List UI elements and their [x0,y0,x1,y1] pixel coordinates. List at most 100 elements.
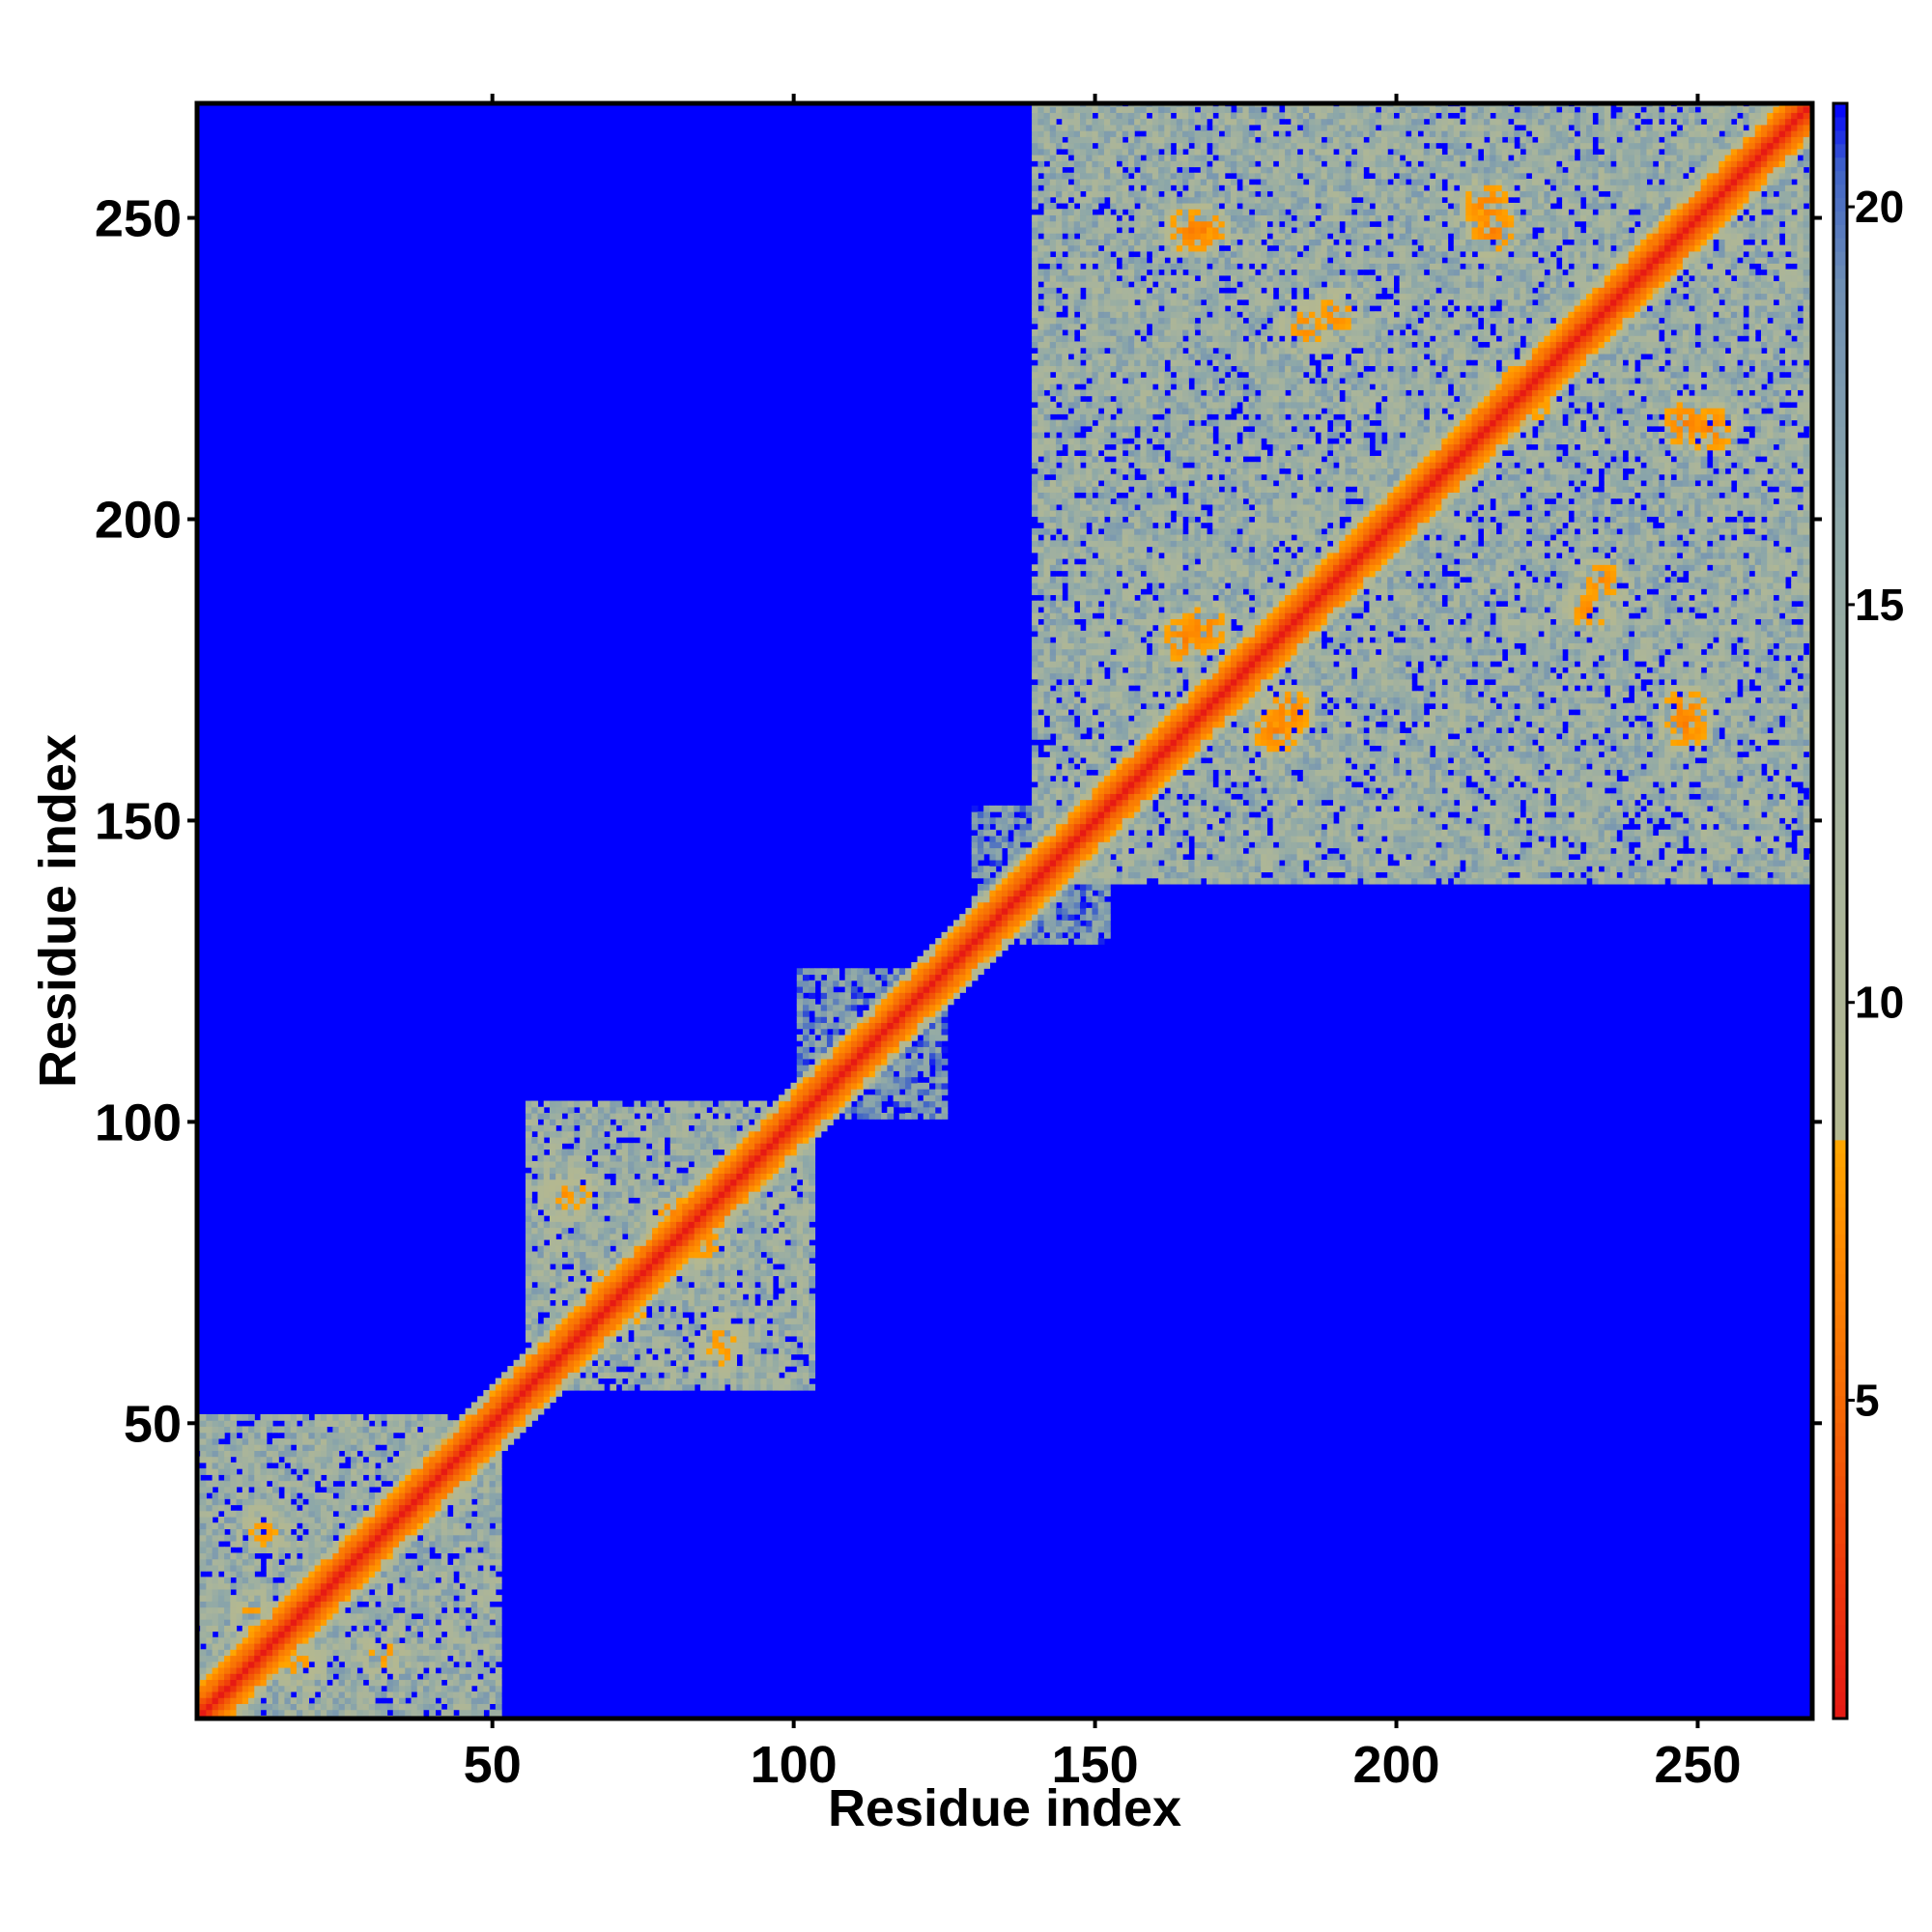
heatmap-cell [290,1420,298,1428]
heatmap-cell [416,1444,424,1451]
heatmap-cell [483,1420,491,1428]
heatmap-cell [803,1076,810,1084]
heatmap-cell [422,1558,430,1566]
heatmap-cell [362,1577,370,1584]
heatmap-cell [610,1143,617,1151]
heatmap-cell [706,1245,714,1253]
heatmap-cell [272,1522,279,1530]
heatmap-cell [320,1631,327,1638]
heatmap-cell [772,1179,780,1186]
heatmap-cell [435,1492,442,1499]
heatmap-cell [416,1480,424,1488]
heatmap-cell [200,1649,207,1657]
heatmap-cell [526,1263,532,1270]
heatmap-cell [790,1100,798,1108]
heatmap-cell [386,1564,394,1572]
heatmap-cell [628,1203,635,1210]
heatmap-cell [320,1426,327,1434]
heatmap-cell [615,1113,623,1120]
heatmap-cell [224,1420,231,1428]
heatmap-cell [803,1221,810,1229]
heatmap-cell [411,1420,418,1428]
heatmap-cell [730,1191,737,1198]
heatmap-cell [555,1383,563,1391]
heatmap-cell [573,1191,581,1198]
heatmap-cell [857,980,864,987]
heatmap-cell [803,1208,810,1216]
heatmap-cell [874,1040,882,1047]
heatmap-cell [422,1444,430,1451]
heatmap-cell [206,1673,213,1681]
heatmap-cell [621,1149,629,1156]
heatmap-cell [320,1571,327,1577]
heatmap-cell [784,1154,792,1162]
heatmap-cell [477,1480,484,1488]
heatmap-cell [351,1528,357,1536]
heatmap-cell [278,1643,286,1650]
heatmap-cell [639,1136,647,1144]
heatmap-cell [217,1577,225,1584]
heatmap-cell [526,1311,532,1319]
heatmap-cell [399,1528,406,1536]
heatmap-cell [416,1456,424,1463]
heatmap-cell [459,1655,467,1662]
heatmap-cell [386,1504,394,1512]
heatmap-cell [573,1113,581,1120]
heatmap-cell [254,1522,262,1530]
heatmap-cell [302,1437,310,1445]
heatmap-cell [362,1437,370,1445]
heatmap-cell [838,1100,846,1108]
heatmap-cell [248,1703,255,1711]
heatmap-cell [676,1149,683,1156]
heatmap-cell [327,1413,333,1421]
heatmap-cell [537,1335,545,1343]
heatmap-cell [634,1311,641,1319]
heatmap-cell [422,1631,430,1638]
heatmap-cell [549,1239,556,1246]
heatmap-cell [470,1474,478,1482]
heatmap-cell [362,1636,370,1644]
heatmap-cell [561,1239,569,1246]
heatmap-cell [200,1522,207,1530]
heatmap-cell [327,1636,333,1644]
heatmap-cell [206,1631,213,1638]
heatmap-cell [597,1311,605,1319]
heatmap-cell [489,1420,497,1428]
heatmap-cell [230,1595,238,1602]
heatmap-cell [779,1342,785,1349]
heatmap-cell [477,1606,484,1614]
heatmap-cell [561,1119,569,1126]
heatmap-cell [863,1065,870,1071]
heatmap-cell [645,1359,653,1367]
heatmap-cell [766,1359,774,1367]
heatmap-cell [730,1215,737,1222]
heatmap-cell [699,1353,707,1361]
heatmap-cell [645,1191,653,1198]
heatmap-cell [230,1666,238,1674]
heatmap-cell [483,1595,491,1602]
heatmap-cell [206,1690,213,1698]
heatmap-cell [724,1251,731,1259]
heatmap-cell [465,1480,472,1488]
heatmap-cell [308,1690,316,1698]
heatmap-cell [290,1619,298,1626]
heatmap-cell [526,1353,532,1361]
heatmap-cell [429,1612,437,1620]
heatmap-cell [272,1528,279,1536]
heatmap-cell [446,1437,454,1445]
heatmap-cell [796,1208,804,1216]
heatmap-cell [688,1130,696,1138]
heatmap-cell [526,1257,532,1264]
heatmap-cell [230,1432,238,1439]
heatmap-cell [706,1383,714,1391]
heatmap-cell [537,1323,545,1331]
heatmap-cell [260,1601,268,1608]
heatmap-cell [772,1136,780,1144]
heatmap-cell [682,1342,690,1349]
heatmap-cell [790,1106,798,1114]
heatmap-cell [435,1601,442,1608]
heatmap-cell [392,1619,400,1626]
heatmap-cell [513,1402,521,1409]
heatmap-cell [483,1426,491,1434]
heatmap-cell [718,1191,725,1198]
